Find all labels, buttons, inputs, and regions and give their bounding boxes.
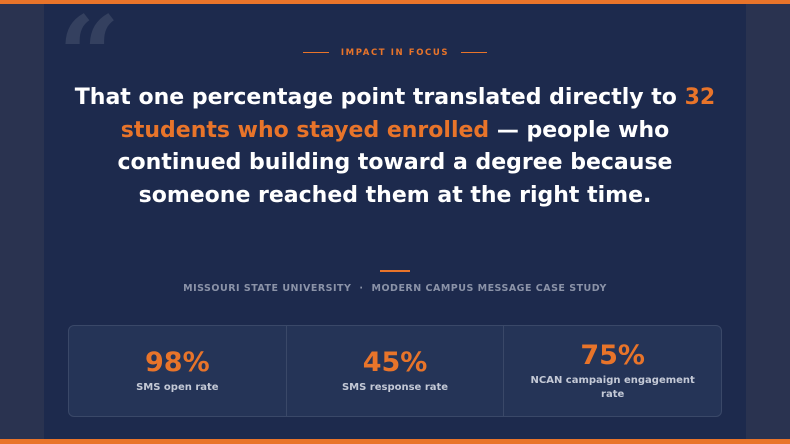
eyebrow: IMPACT IN FOCUS: [0, 48, 790, 58]
stat-value: 75%: [580, 340, 645, 371]
headline-highlight: 32 students who stayed enrolled: [120, 85, 716, 143]
source-institution: MISSOURI STATE UNIVERSITY: [183, 283, 352, 294]
source-study: MODERN CAMPUS MESSAGE CASE STUDY: [371, 283, 607, 294]
source-attribution: MISSOURI STATE UNIVERSITY · MODERN CAMPUS …: [0, 283, 790, 294]
stat-label: NCAN campaign engagement rate: [530, 375, 695, 400]
stat-sms-open-rate: 98% SMS open rate: [69, 326, 286, 416]
stat-value: 45%: [362, 347, 428, 378]
stat-ncan-engagement-rate: 75% NCAN campaign engagement rate: [503, 326, 721, 416]
quote-headline: That one percentage point translated dir…: [60, 82, 730, 212]
source-divider: [380, 270, 410, 272]
stat-value: 98%: [145, 347, 210, 378]
headline-tail: — people who continued building toward a…: [117, 117, 673, 208]
eyebrow-left-rule: [302, 52, 329, 53]
stat-label: SMS response rate: [341, 382, 449, 393]
bottom-accent-bar: [0, 439, 790, 444]
stat-label: SMS open rate: [136, 382, 219, 393]
source-separator: ·: [359, 283, 364, 294]
stat-sms-response-rate: 45% SMS response rate: [285, 326, 504, 416]
headline-lead: That one percentage point translated dir…: [74, 85, 685, 110]
eyebrow-label: IMPACT IN FOCUS: [340, 48, 450, 58]
top-accent-bar: [0, 0, 790, 4]
stats-card: 98% SMS open rate 45% SMS response rate …: [68, 325, 722, 417]
quote-mark-icon: “: [58, 0, 121, 119]
eyebrow-right-rule: [461, 52, 488, 53]
